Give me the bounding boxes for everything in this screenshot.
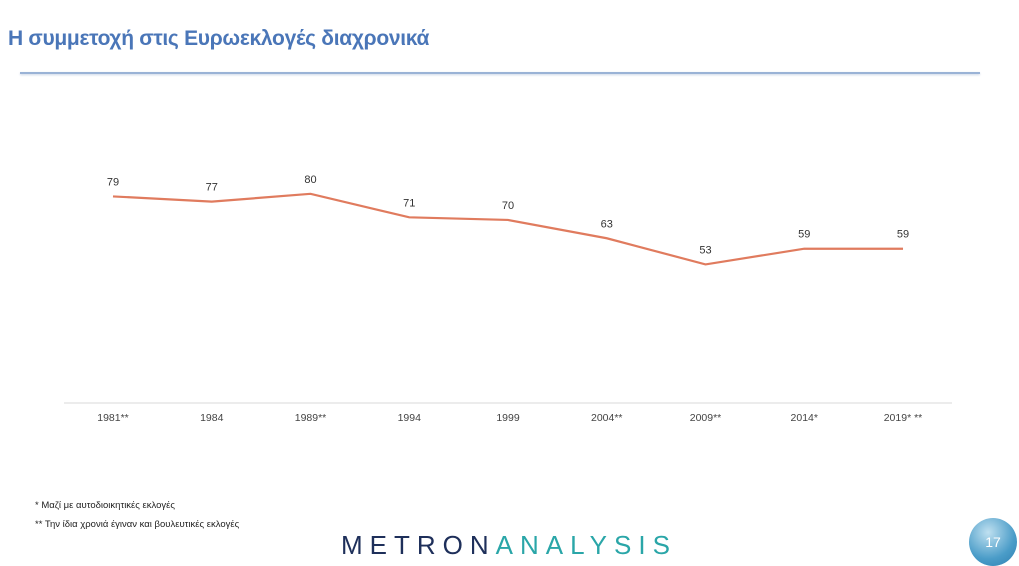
x-tick-label: 2014* [791, 412, 818, 424]
metron-analysis-logo: METRONANALYSIS [341, 530, 677, 561]
x-tick-label: 1981** [97, 412, 129, 424]
data-label: 59 [798, 229, 810, 241]
page-number: 17 [969, 518, 1017, 566]
data-label: 53 [699, 244, 711, 256]
footnote-2: ** Την ίδια χρονιά έγιναν και βουλευτικέ… [35, 519, 239, 530]
x-tick-label: 1989** [295, 412, 327, 424]
data-label: 80 [304, 174, 316, 186]
footnote-1: * Μαζί με αυτοδιοικητικές εκλογές [35, 500, 175, 511]
x-tick-label: 1984 [200, 412, 224, 424]
data-label: 70 [502, 200, 514, 212]
data-label: 63 [601, 218, 613, 230]
data-label: 77 [206, 182, 218, 194]
data-label: 71 [403, 197, 415, 209]
x-tick-label: 1999 [496, 412, 520, 424]
data-label: 79 [107, 176, 119, 188]
data-label: 59 [897, 229, 909, 241]
x-tick-label: 2019* ** [884, 412, 923, 424]
x-tick-label: 2009** [690, 412, 722, 424]
x-tick-label: 2004** [591, 412, 623, 424]
x-tick-label: 1994 [398, 412, 422, 424]
